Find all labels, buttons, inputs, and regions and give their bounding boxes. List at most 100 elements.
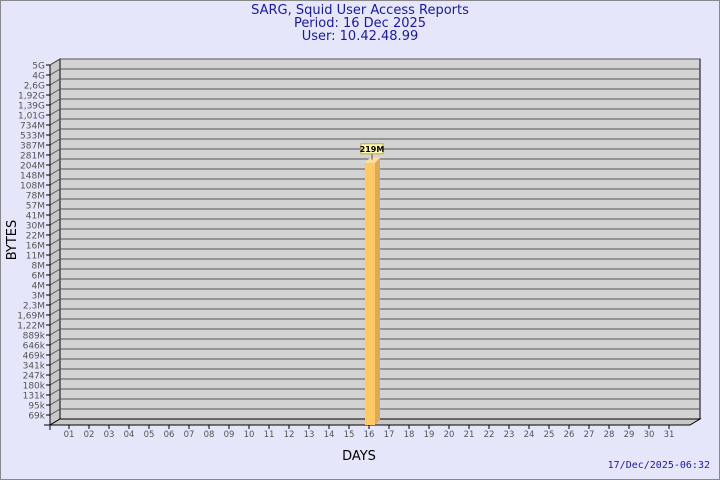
y-tick-label: 533M xyxy=(20,132,45,142)
x-tick-label: 08 xyxy=(204,430,215,440)
x-tick-label: 31 xyxy=(664,430,675,440)
x-tick-label: 05 xyxy=(144,430,155,440)
gridline-left xyxy=(49,228,61,236)
y-tick-label: 78M xyxy=(26,192,45,202)
gridline-left xyxy=(49,268,61,276)
gridline-left xyxy=(49,118,61,126)
y-tick-label: 108M xyxy=(20,182,45,192)
chart-user: User: 10.42.48.99 xyxy=(301,29,419,44)
gridline-left xyxy=(49,198,61,206)
gridline-left xyxy=(49,208,61,216)
x-tick-label: 14 xyxy=(324,430,335,440)
x-tick-label: 15 xyxy=(344,430,355,440)
x-tick-label: 19 xyxy=(424,430,435,440)
x-tick-label: 20 xyxy=(444,430,455,440)
y-tick-label: 247k xyxy=(23,372,46,382)
gridline-left xyxy=(49,308,61,316)
y-tick-label: 1,69M xyxy=(17,312,45,322)
gridline-left xyxy=(49,398,61,406)
x-tick-label: 10 xyxy=(244,430,255,440)
gridline-left xyxy=(49,278,61,286)
gridline-left xyxy=(49,218,61,226)
gridline-left xyxy=(49,378,61,386)
x-tick-label: 28 xyxy=(604,430,615,440)
y-tick-label: 1,39G xyxy=(18,102,45,112)
gridline-left xyxy=(49,238,61,246)
y-tick-label: 57M xyxy=(26,202,45,212)
x-tick-label: 02 xyxy=(84,430,95,440)
chart-period: Period: 16 Dec 2025 xyxy=(293,16,427,31)
x-axis-title: DAYS xyxy=(342,449,376,464)
y-tick-label: 69k xyxy=(28,412,45,422)
x-tick-label: 07 xyxy=(184,430,195,440)
gridline-left xyxy=(49,298,61,306)
gridline-left xyxy=(49,368,61,376)
y-tick-label: 4G xyxy=(32,72,45,82)
x-tick-label: 06 xyxy=(164,430,175,440)
y-tick-label: 469k xyxy=(23,352,46,362)
bar-side xyxy=(375,157,380,426)
y-tick-label: 204M xyxy=(20,162,45,172)
x-tick-label: 03 xyxy=(104,430,115,440)
gridline-left xyxy=(49,338,61,346)
gridline-left xyxy=(49,138,61,146)
y-tick-label: 734M xyxy=(20,122,45,132)
gridline-left xyxy=(49,348,61,356)
gridline-left xyxy=(49,328,61,336)
gridline-left xyxy=(49,78,61,86)
x-tick-label: 17 xyxy=(384,430,395,440)
x-tick-label: 04 xyxy=(124,430,135,440)
y-tick-label: 131k xyxy=(23,392,46,402)
x-tick-label: 18 xyxy=(404,430,415,440)
x-tick-label: 27 xyxy=(584,430,595,440)
y-tick-label: 3M xyxy=(32,292,46,302)
gridline-left xyxy=(49,248,61,256)
bar-label-box xyxy=(360,143,384,155)
x-tick-label: 21 xyxy=(464,430,475,440)
y-tick-label: 8M xyxy=(32,262,46,272)
generated-timestamp: 17/Dec/2025-06:32 xyxy=(607,460,710,471)
x-tick-label: 13 xyxy=(304,430,315,440)
y-tick-label: 5G xyxy=(32,62,45,72)
y-tick-label: 4M xyxy=(32,282,46,292)
bar-day-16[interactable] xyxy=(365,162,375,426)
y-tick-label: 646k xyxy=(23,342,46,352)
y-tick-label: 6M xyxy=(32,272,46,282)
gridline-left xyxy=(49,88,61,96)
gridline-left xyxy=(49,158,61,166)
y-tick-label: 889k xyxy=(23,332,46,342)
y-tick-label: 16M xyxy=(26,242,45,252)
gridline-left xyxy=(49,188,61,196)
bar-value-label: 219M xyxy=(360,145,385,154)
y-tick-label: 11M xyxy=(26,252,45,262)
y-tick-label: 22M xyxy=(26,232,45,242)
x-tick-label: 16 xyxy=(364,430,375,440)
y-tick-label: 2,3M xyxy=(23,302,45,312)
x-tick-label: 30 xyxy=(644,430,655,440)
y-tick-label: 1,22M xyxy=(17,322,45,332)
gridline-left xyxy=(49,148,61,156)
x-tick-label: 23 xyxy=(504,430,515,440)
gridline-left xyxy=(49,68,61,76)
gridline-left xyxy=(49,258,61,266)
y-tick-label: 30M xyxy=(26,222,45,232)
gridline-left xyxy=(49,98,61,106)
gridline-left xyxy=(49,358,61,366)
y-tick-label: 2,6G xyxy=(24,82,45,92)
x-tick-label: 26 xyxy=(564,430,575,440)
y-tick-label: 148M xyxy=(20,172,45,182)
y-tick-label: 1,01G xyxy=(18,112,45,122)
x-tick-label: 22 xyxy=(484,430,495,440)
x-tick-label: 12 xyxy=(284,430,295,440)
x-tick-label: 11 xyxy=(264,430,275,440)
y-tick-label: 41M xyxy=(26,212,45,222)
gridline-left xyxy=(49,408,61,416)
x-tick-label: 29 xyxy=(624,430,635,440)
gridline-left xyxy=(49,168,61,176)
gridline-left xyxy=(49,318,61,326)
gridline-left xyxy=(49,178,61,186)
gridline-left xyxy=(49,288,61,296)
gridline-left xyxy=(49,58,61,66)
y-tick-label: 281M xyxy=(20,152,45,162)
